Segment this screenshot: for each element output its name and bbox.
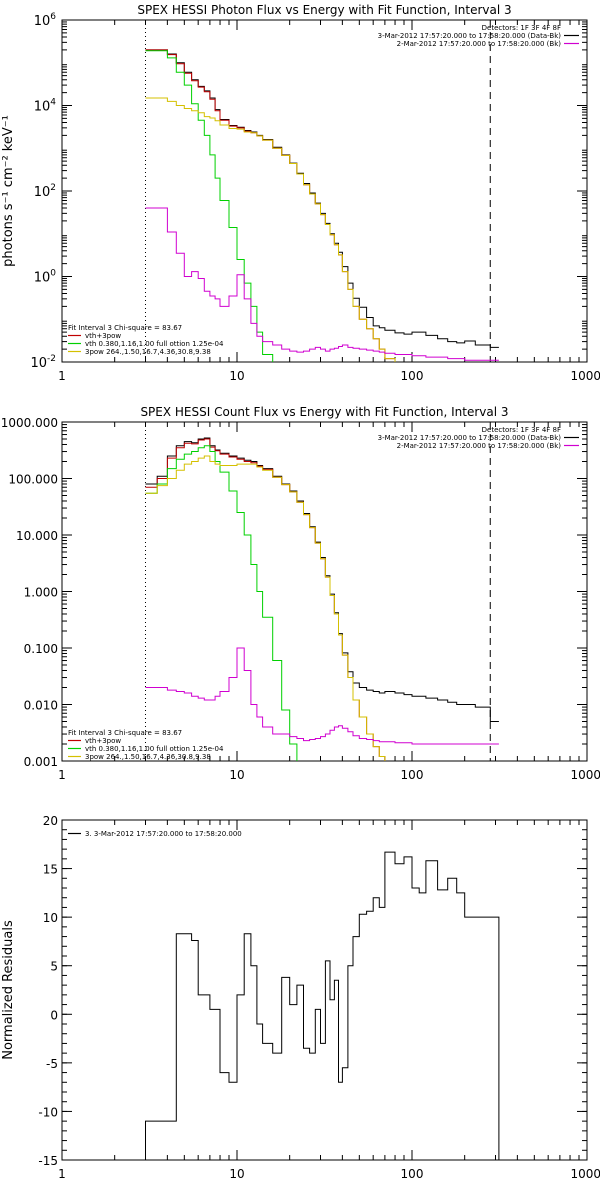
y-tick-label: 10	[43, 911, 58, 925]
legend-right-header: Detectors: 1F 3F 4F 8F	[482, 426, 561, 434]
series-line-5	[145, 207, 499, 361]
y-tick-base: 10	[30, 356, 47, 371]
plot-area	[145, 49, 499, 362]
y-tick-label: 20	[43, 814, 58, 828]
x-tick-label: 1	[58, 768, 66, 782]
y-tick-base: 10	[34, 185, 51, 200]
y-tick-label: 102	[34, 183, 56, 200]
series-line-2	[145, 49, 396, 362]
legend-left-header: Fit Interval 3 Chi-square = 83.67	[68, 324, 182, 332]
y-tick-label: 0.100	[24, 642, 58, 656]
y-tick-exponent: -2	[47, 354, 56, 364]
y-tick-label: 0	[50, 1008, 58, 1022]
y-tick-label: 1.000	[24, 586, 58, 600]
y-tick-label: -10	[38, 1105, 58, 1119]
x-tick-label: 100	[401, 369, 424, 383]
legend-left-entry: vth 0.380,1.16,1.00 full ottion 1.25e-04	[85, 745, 224, 753]
chart-3: Normalized Residuals 1 10 100 1000 -15 -10 -5 0 5…	[1, 814, 600, 1181]
chart-1: SPEX HESSI Photon Flux vs Energy with Fi…	[1, 3, 600, 383]
series-line-4	[145, 97, 396, 362]
x-tick-label: 10	[229, 1167, 244, 1181]
y-tick-label: 100	[34, 269, 57, 286]
legend-left-entry: 3pow 264.,1.50,16.7,4.36,30.8,9.38	[85, 348, 211, 356]
y-tick-exponent: 0	[50, 269, 56, 279]
y-tick-label: -5	[46, 1057, 58, 1071]
legend-left-entry: 3. 3-Mar-2012 17:57:20.000 to 17:58:20.0…	[85, 830, 242, 838]
y-tick-base: 10	[34, 100, 51, 115]
plot-area	[145, 851, 500, 1160]
x-tick-label: 1000	[570, 768, 600, 782]
y-tick-exponent: 4	[50, 98, 56, 108]
legend-left-entry: vth 0.380,1.16,1.00 full ottion 1.25e-04	[85, 340, 224, 348]
chart-title: SPEX HESSI Count Flux vs Energy with Fit…	[140, 405, 508, 419]
series-line-5	[145, 647, 499, 745]
y-tick-label: 1000.000	[1, 416, 58, 430]
y-tick-label: 0.001	[24, 755, 58, 769]
chart-title: SPEX HESSI Photon Flux vs Energy with Fi…	[137, 3, 511, 17]
legend-left-header: Fit Interval 3 Chi-square = 83.67	[68, 729, 182, 737]
y-tick-label: 15	[43, 863, 58, 877]
series-line-4	[145, 455, 386, 761]
series-line-1	[145, 437, 499, 722]
y-tick-base: 10	[34, 271, 51, 286]
legend-right-entry: 3-Mar-2012 17:57:20.000 to 17:58:20.000 …	[378, 32, 562, 40]
x-tick-label: 1	[58, 369, 66, 383]
x-tick-label: 1000	[570, 369, 600, 383]
plot-frame	[61, 421, 588, 762]
y-tick-label: 0.010	[24, 699, 58, 713]
y-tick-label: 10.000	[16, 529, 58, 543]
x-tick-label: 100	[401, 1167, 424, 1181]
legend-right-entry: 2-Mar-2012 17:57:20.000 to 17:58:20.000 …	[397, 40, 562, 48]
y-tick-label: 104	[34, 98, 57, 115]
series-line-3	[145, 50, 274, 362]
y-axis-label: photons s⁻¹ cm⁻² keV⁻¹	[1, 115, 16, 267]
x-tick-label: 10	[229, 369, 244, 383]
x-tick-label: 100	[401, 768, 424, 782]
y-tick-base: 10	[34, 14, 51, 29]
legend-left-entry: vth+3pow	[85, 737, 121, 745]
x-tick-label: 10	[229, 768, 244, 782]
y-tick-label: -15	[38, 1154, 58, 1168]
plot-area	[145, 437, 499, 761]
y-tick-label: 100.000	[8, 473, 58, 487]
legend-left-entry: 3pow 264.,1.50,16.7,4.36,30.8,9.38	[85, 753, 211, 761]
legend-right-entry: 3-Mar-2012 17:57:20.000 to 17:58:20.000 …	[378, 434, 562, 442]
y-tick-label: 10-2	[30, 354, 56, 371]
y-tick-exponent: 6	[50, 12, 56, 22]
y-tick-label: 5	[50, 960, 58, 974]
x-tick-label: 1000	[570, 1167, 600, 1181]
chart-2: SPEX HESSI Count Flux vs Energy with Fit…	[1, 405, 600, 782]
y-tick-label: 106	[34, 12, 57, 29]
legend-right-header: Detectors: 1F 3F 4F 8F	[482, 24, 561, 32]
series-line-3	[145, 445, 298, 761]
y-axis-label: Normalized Residuals	[1, 920, 16, 1060]
plot-frame	[61, 819, 588, 1161]
series-line-1	[145, 851, 500, 1160]
legend-right-entry: 2-Mar-2012 17:57:20.000 to 17:58:20.000 …	[397, 442, 562, 450]
plot-frame	[61, 19, 588, 363]
legend-left-entry: vth+3pow	[85, 332, 121, 340]
y-tick-exponent: 2	[50, 183, 56, 193]
series-line-1	[145, 49, 499, 348]
series-line-2	[145, 438, 386, 761]
x-tick-label: 1	[58, 1167, 66, 1181]
